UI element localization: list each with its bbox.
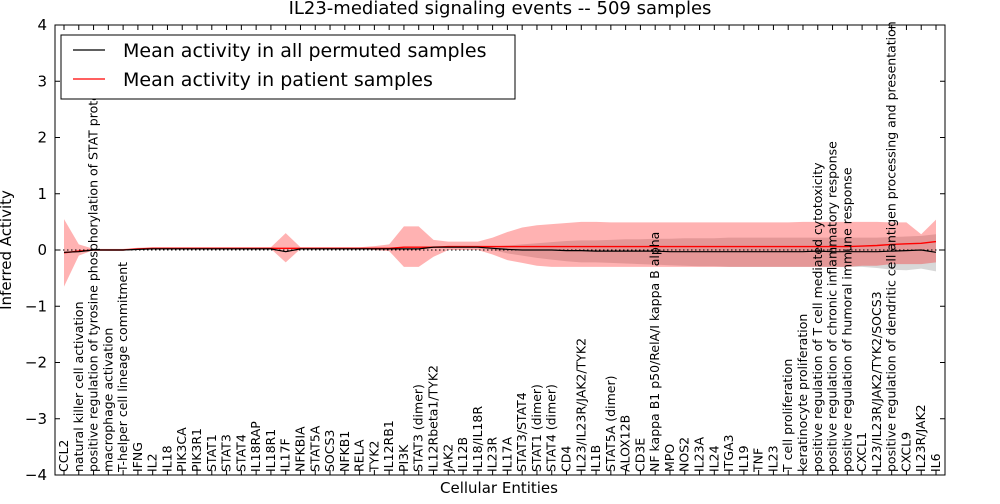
category-label: STAT1 xyxy=(204,434,219,472)
category-label: CXCL1 xyxy=(854,432,869,472)
category-label: macrophage activation xyxy=(100,328,115,472)
category-label: IL12Rbeta1/TYK2 xyxy=(426,365,441,472)
category-label: NFKB1 xyxy=(337,431,352,472)
category-label: IL1B xyxy=(588,445,603,472)
category-label: JAK2 xyxy=(440,444,455,473)
category-label: NF kappa B1 p50/RelA/I kappa B alpha xyxy=(647,232,662,472)
category-label: IL23A xyxy=(692,436,707,472)
category-label: CD3E xyxy=(632,438,647,472)
y-tick-label: 0 xyxy=(37,241,47,259)
category-label: CXCL9 xyxy=(898,432,913,472)
category-label: T cell proliferation xyxy=(780,359,795,473)
line-permuted-mean xyxy=(63,246,937,253)
category-label: IL18RAP xyxy=(248,421,263,472)
category-label: MPO xyxy=(662,444,677,472)
category-label: IL23/IL23R/JAK2/TYK2/SOCS3 xyxy=(869,291,884,472)
category-label: SOCS3 xyxy=(322,430,337,472)
category-label: IL18R1 xyxy=(263,429,278,472)
category-labels: CCL2 natural killer cell activation positi… xyxy=(56,21,943,473)
category-label: STAT5A (dimer) xyxy=(603,376,618,472)
category-label: IL19 xyxy=(736,445,751,472)
y-tick-label: 3 xyxy=(37,72,47,90)
legend: Mean activity in all permuted samples Me… xyxy=(60,34,516,100)
tick-layer: −4 −3 −2 −1 0 1 2 3 4 xyxy=(25,16,945,484)
band-permuted xyxy=(64,234,936,272)
category-label: IL6 xyxy=(928,453,943,472)
category-label: IL17F xyxy=(278,438,293,472)
band-layer xyxy=(64,219,936,287)
x-axis-label: Cellular Entities xyxy=(440,479,558,497)
category-label: STAT4 xyxy=(233,434,248,472)
category-label: positive regulation of dendritic cell an… xyxy=(884,21,899,472)
y-tick-label: −1 xyxy=(25,297,47,315)
category-label: IL18 xyxy=(160,445,175,472)
category-label: IL12B xyxy=(455,437,470,472)
category-label: TNF xyxy=(751,448,766,473)
category-label: CD4 xyxy=(559,446,574,472)
category-label: STAT5A xyxy=(307,425,322,472)
category-label: IL17A xyxy=(499,436,514,472)
category-label: STAT1 (dimer) xyxy=(529,384,544,472)
legend-label-patient: Mean activity in patient samples xyxy=(123,69,433,91)
category-label: ALOX12B xyxy=(618,415,633,472)
category-label: keratinocyte proliferation xyxy=(795,314,810,472)
category-label: PIK3CA xyxy=(174,427,189,472)
y-tick-label: 1 xyxy=(37,185,47,203)
y-tick-label: −2 xyxy=(25,354,47,372)
category-label: IL12RB1 xyxy=(381,420,396,472)
category-label: STAT4 (dimer) xyxy=(544,384,559,472)
legend-box xyxy=(60,34,516,100)
category-label: ITGA3 xyxy=(721,434,736,472)
y-tick-label: −4 xyxy=(25,466,47,484)
category-label: IL23/IL23R/JAK2/TYK2 xyxy=(573,338,588,472)
legend-label-permuted: Mean activity in all permuted samples xyxy=(123,40,486,62)
category-label: STAT3 (dimer) xyxy=(411,384,426,472)
category-label: STAT3/STAT4 xyxy=(514,392,529,472)
category-label: positive regulation of humoral immune re… xyxy=(839,167,854,472)
category-label: RELA xyxy=(352,439,367,472)
category-label: NOS2 xyxy=(677,437,692,472)
category-label: IL24 xyxy=(706,445,721,472)
category-label: STAT3 xyxy=(219,434,234,472)
category-label: PI3K xyxy=(396,444,411,472)
category-label: IL23R xyxy=(485,436,500,472)
y-tick-label: −3 xyxy=(25,410,47,428)
band-patient xyxy=(64,219,936,287)
category-label: IL18/IL18R xyxy=(470,406,485,472)
category-label: positive regulation of tyrosine phosphor… xyxy=(86,82,101,472)
category-label: IFNG xyxy=(130,442,145,472)
category-label: natural killer cell activation xyxy=(71,301,86,472)
category-label: NFKBIA xyxy=(293,426,308,472)
category-label: PIK3R1 xyxy=(189,428,204,472)
category-label: positive regulation of T cell mediated c… xyxy=(810,162,825,472)
y-tick-label: 4 xyxy=(37,16,47,34)
category-label: TYK2 xyxy=(366,441,381,473)
line-layer xyxy=(63,240,937,254)
category-label: CCL2 xyxy=(56,440,71,472)
category-label: positive regulation of chronic inflammat… xyxy=(825,141,840,472)
chart-title: IL23-mediated signaling events -- 509 sa… xyxy=(289,0,712,19)
y-axis-label: Inferred Activity xyxy=(0,190,15,310)
category-label: IL23R/JAK2 xyxy=(913,404,928,472)
y-tick-label: 2 xyxy=(37,129,47,147)
category-label: IL23 xyxy=(765,445,780,472)
category-label: IL2 xyxy=(145,453,160,472)
category-label: T-helper cell lineage commitment xyxy=(115,262,130,473)
